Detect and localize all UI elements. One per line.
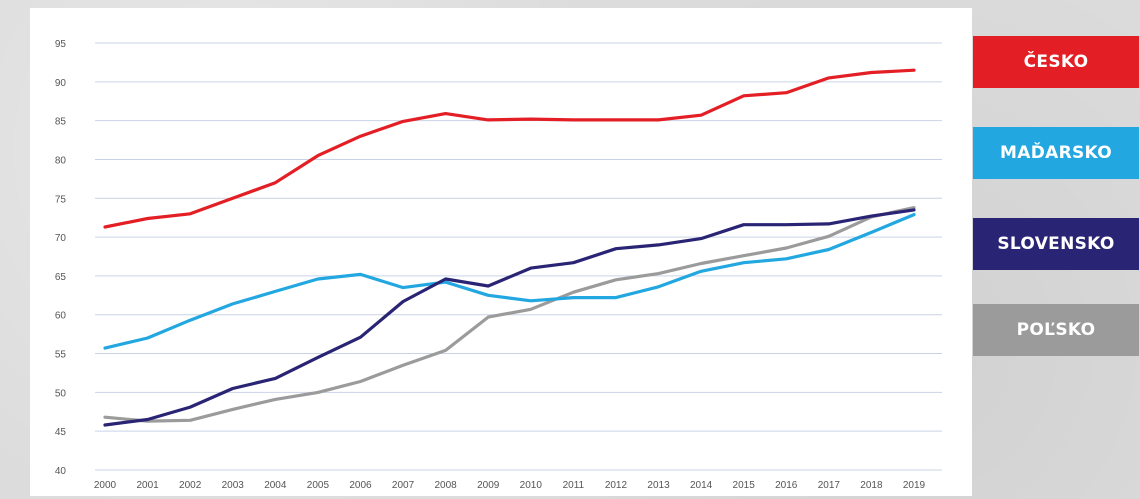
x-tick-label: 2015 — [733, 480, 756, 491]
x-tick-label: 2004 — [264, 480, 287, 491]
legend-label-polsko: POĽSKO — [1016, 320, 1096, 340]
x-tick-label: 2001 — [136, 480, 159, 491]
y-tick-label: 40 — [55, 466, 67, 477]
chart-panel: 40 45 50 55 60 65 70 75 80 85 90 95 2000 2001 2002 200… — [30, 8, 972, 496]
x-tick-label: 2011 — [563, 480, 585, 491]
x-tick-label: 2000 — [94, 480, 117, 491]
y-tick-label: 90 — [55, 78, 67, 89]
gridlines — [95, 42, 942, 471]
y-tick-label: 65 — [55, 272, 67, 283]
y-tick-label: 85 — [55, 117, 67, 128]
x-tick-label: 2009 — [477, 480, 500, 491]
x-tick-label: 2010 — [520, 480, 543, 491]
y-tick-label: 45 — [55, 427, 67, 438]
legend-item-cesko: ČESKO — [973, 36, 1139, 88]
x-tick-label: 2006 — [349, 480, 372, 491]
x-tick-label: 2005 — [307, 480, 330, 491]
series-line-0 — [103, 68, 916, 229]
y-tick-label: 80 — [55, 155, 67, 166]
x-tick-label: 2013 — [647, 480, 670, 491]
x-tick-label: 2012 — [605, 480, 628, 491]
legend-label-cesko: ČESKO — [1023, 52, 1089, 72]
x-tick-label: 2019 — [903, 480, 926, 491]
y-axis-ticks: 40 45 50 55 60 65 70 75 80 85 90 95 — [55, 39, 67, 477]
legend-label-madarsko: MAĎARSKO — [1000, 143, 1112, 163]
x-tick-label: 2016 — [775, 480, 798, 491]
x-tick-label: 2007 — [392, 480, 415, 491]
x-tick-label: 2002 — [179, 480, 202, 491]
legend-label-slovensko: SLOVENSKO — [997, 234, 1115, 254]
x-tick-label: 2014 — [690, 480, 713, 491]
series-lines — [103, 68, 916, 427]
x-tick-label: 2018 — [860, 480, 883, 491]
y-tick-label: 60 — [55, 311, 67, 322]
x-tick-label: 2017 — [818, 480, 841, 491]
y-tick-label: 55 — [55, 350, 67, 361]
y-tick-label: 50 — [55, 388, 67, 399]
series-line-3 — [103, 206, 916, 423]
y-tick-label: 75 — [55, 194, 67, 205]
y-tick-label: 95 — [55, 39, 67, 50]
legend-item-madarsko: MAĎARSKO — [973, 127, 1139, 179]
legend-item-polsko: POĽSKO — [973, 304, 1139, 356]
legend-item-slovensko: SLOVENSKO — [973, 218, 1139, 270]
x-tick-label: 2003 — [222, 480, 245, 491]
series-line-1 — [103, 213, 916, 350]
series-line-2 — [103, 208, 916, 427]
x-axis-ticks: 2000 2001 2002 2003 2004 2005 2006 2007 2008 2009… — [94, 480, 926, 491]
x-tick-label: 2008 — [435, 480, 458, 491]
y-tick-label: 70 — [55, 233, 67, 244]
